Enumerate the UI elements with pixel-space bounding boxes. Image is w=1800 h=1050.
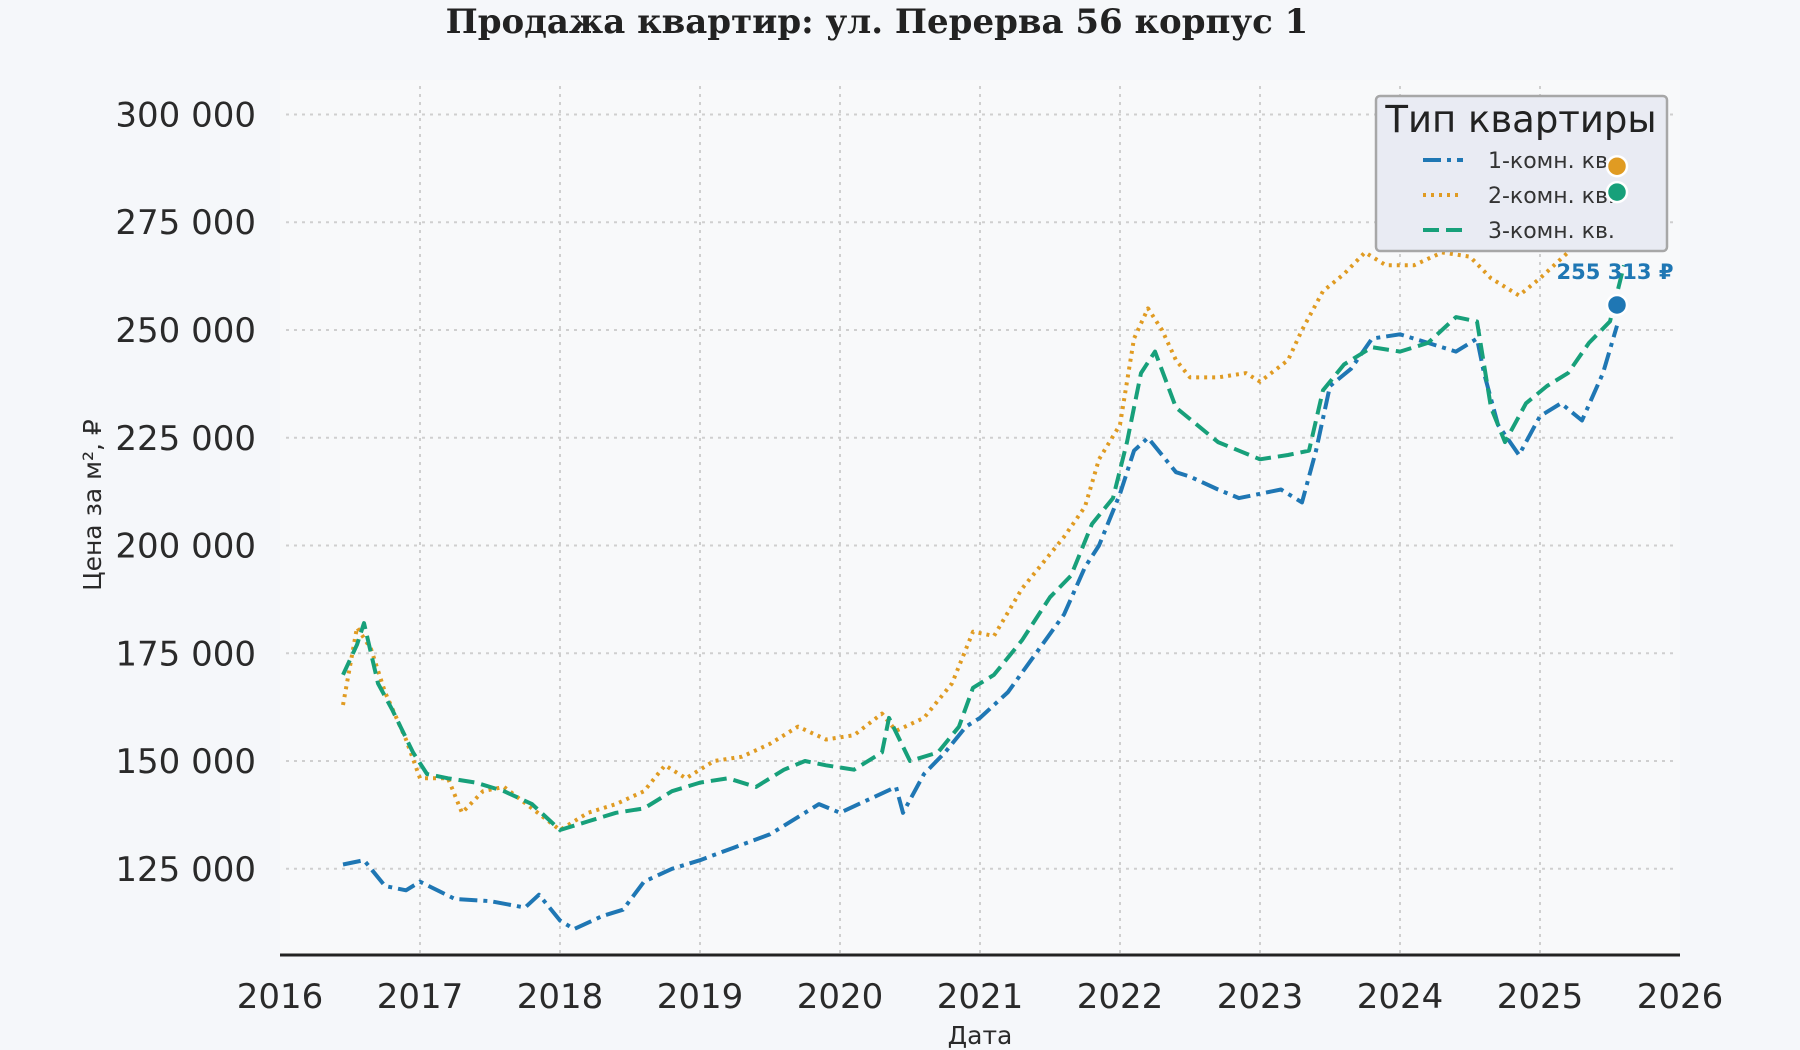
y-tick-label: 275 000	[115, 203, 256, 243]
x-tick-label: 2020	[797, 977, 884, 1017]
series-line	[342, 325, 1619, 932]
y-tick-label: 125 000	[115, 850, 256, 890]
x-tick-label: 2019	[657, 977, 744, 1017]
legend-entry: 2-комн. кв.	[1488, 184, 1615, 209]
y-tick-label: 200 000	[115, 527, 256, 567]
series-line	[341, 264, 1626, 832]
y-tick-label: 175 000	[115, 634, 256, 674]
y-tick-label: 225 000	[115, 419, 256, 459]
x-tick-label: 2016	[237, 977, 324, 1017]
endpoint-marker	[1605, 180, 1629, 204]
x-tick-label: 2017	[377, 977, 464, 1017]
y-tick-label: 150 000	[115, 742, 256, 782]
endpoint-value-label: 255 313 ₽	[1557, 260, 1674, 284]
x-axis-label: Дата	[948, 1021, 1013, 1050]
legend-entry: 1-комн. кв.	[1488, 149, 1615, 174]
x-tick-label: 2025	[1497, 977, 1584, 1017]
y-tick-label: 250 000	[115, 311, 256, 351]
x-tick-label: 2022	[1077, 977, 1164, 1017]
y-axis-label: Цена за м², ₽	[78, 419, 107, 591]
series-layer	[341, 147, 1661, 932]
legend-title: Тип квартиры	[1384, 98, 1656, 141]
chart-title: Продажа квартир: ул. Перерва 56 корпус 1	[446, 2, 1309, 42]
legend-box	[1374, 94, 1669, 253]
legend[interactable]: Тип квартиры 1-комн. кв. 2-комн. кв. 3-ком…	[1374, 94, 1669, 253]
x-tick-label: 2026	[1637, 977, 1724, 1017]
y-tick-labels: 125 000 150 000 175 000 200 000 225 000 250 0…	[115, 95, 256, 889]
endpoint-marker	[1605, 293, 1629, 317]
endpoint-markers: 255 313 ₽	[1557, 154, 1674, 317]
legend-items: 1-комн. кв. 2-комн. кв. 3-комн. кв.	[1423, 149, 1615, 244]
x-tick-labels: 2016 2017 2018 2019 2020 2021 2022 2023 2024 2025…	[237, 977, 1724, 1017]
y-tick-label: 300 000	[115, 95, 256, 135]
endpoint-marker	[1605, 154, 1629, 178]
x-tick-label: 2024	[1357, 977, 1444, 1017]
x-tick-label: 2021	[937, 977, 1024, 1017]
x-tick-label: 2023	[1217, 977, 1304, 1017]
legend-entry: 3-комн. кв.	[1488, 219, 1615, 244]
x-tick-label: 2018	[517, 977, 604, 1017]
